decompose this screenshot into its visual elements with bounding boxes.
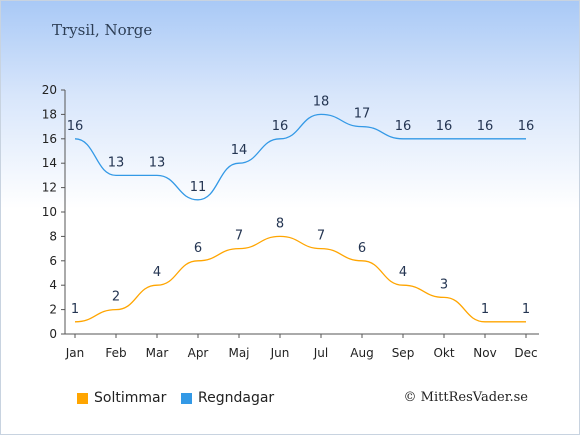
y-tick-label: 8	[49, 229, 57, 243]
chart-title: Trysil, Norge	[52, 21, 153, 39]
y-tick-label: 20	[42, 83, 57, 97]
data-label-regndagar: 16	[67, 119, 84, 134]
site-credit: © MittResVader.se	[403, 390, 528, 405]
data-label-soltimmar: 7	[317, 229, 325, 244]
data-label-regndagar: 16	[518, 119, 535, 134]
series-line-regndagar	[74, 113, 526, 201]
data-label-soltimmar: 1	[481, 302, 489, 317]
x-tick-label: Okt	[433, 346, 454, 360]
y-tick-label: 4	[49, 278, 57, 292]
x-tick-label: Feb	[105, 346, 126, 360]
data-label-regndagar: 16	[436, 119, 453, 134]
data-label-regndagar: 17	[354, 107, 371, 122]
x-tick-label: Apr	[188, 346, 209, 360]
y-tick-label: 10	[42, 205, 57, 219]
data-label-regndagar: 14	[231, 143, 248, 158]
data-label-soltimmar: 6	[358, 241, 366, 256]
legend-label-regndagar: Regndagar	[198, 390, 275, 406]
data-label-soltimmar: 8	[276, 216, 284, 231]
data-label-soltimmar: 4	[399, 265, 407, 280]
data-label-regndagar: 16	[272, 119, 289, 134]
legend-swatch-regndagar	[181, 392, 192, 404]
legend-item-regndagar: Regndagar	[181, 390, 274, 406]
x-tick-label: Sep	[392, 346, 415, 360]
x-tick-label: Mar	[146, 346, 169, 360]
x-tick-label: Maj	[228, 346, 249, 360]
x-tick-label: Aug	[350, 346, 373, 360]
x-tick-label: Nov	[473, 346, 496, 360]
data-label-soltimmar: 1	[522, 302, 530, 317]
data-label-soltimmar: 3	[440, 277, 448, 292]
legend-label-soltimmar: Soltimmar	[94, 390, 167, 406]
data-label-soltimmar: 7	[235, 229, 243, 244]
data-label-regndagar: 18	[313, 94, 330, 109]
data-label-soltimmar: 2	[112, 290, 120, 305]
y-tick-label: 18	[42, 107, 57, 121]
y-tick-label: 16	[42, 132, 57, 146]
y-tick-label: 0	[49, 327, 57, 341]
legend-swatch-soltimmar	[77, 392, 88, 404]
x-tick-label: Dec	[514, 346, 537, 360]
y-tick-label: 12	[42, 181, 57, 195]
series-line-soltimmar	[74, 235, 526, 323]
data-label-regndagar: 13	[108, 155, 125, 170]
data-label-regndagar: 16	[477, 119, 494, 134]
y-tick-label: 2	[49, 303, 57, 317]
data-label-regndagar: 16	[395, 119, 412, 134]
x-tick-label: Jan	[65, 346, 85, 360]
data-label-soltimmar: 4	[153, 265, 161, 280]
legend-item-soltimmar: Soltimmar	[77, 390, 166, 406]
data-label-soltimmar: 6	[194, 241, 202, 256]
data-label-regndagar: 13	[149, 155, 166, 170]
x-tick-label: Jun	[270, 346, 290, 360]
y-tick-label: 6	[49, 254, 57, 268]
x-tick-label: Jul	[313, 346, 328, 360]
data-label-regndagar: 11	[190, 180, 207, 195]
data-label-soltimmar: 1	[71, 302, 79, 317]
y-tick-label: 14	[42, 156, 57, 170]
